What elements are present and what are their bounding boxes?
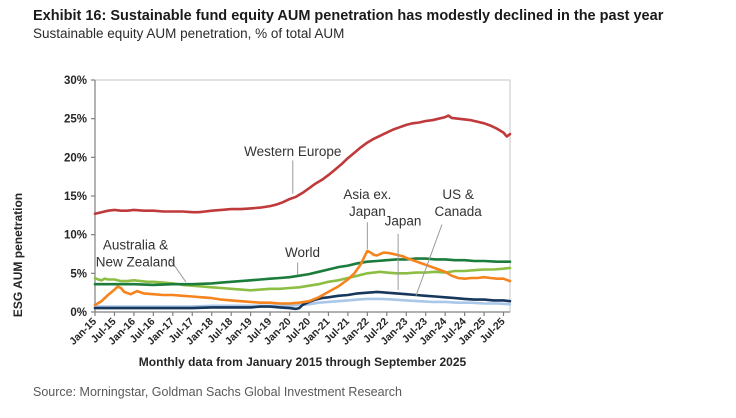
y-tick-label: 15% — [64, 191, 87, 203]
annotation-leader-us-canada — [415, 224, 443, 296]
annotation-label-world: World — [285, 245, 320, 260]
y-tick-label: 0% — [70, 307, 87, 319]
series-japan — [93, 290, 512, 311]
source-note: Source: Morningstar, Goldman Sachs Globa… — [33, 385, 402, 399]
series-australia-new-zealand — [93, 266, 512, 292]
series-asia-ex-japan — [93, 249, 512, 307]
exhibit-title: Exhibit 16: Sustainable fund equity AUM … — [33, 8, 664, 24]
series-world — [93, 257, 512, 287]
y-tick-label: 25% — [64, 114, 87, 126]
annotation-label-western-europe: Western Europe — [244, 144, 341, 159]
y-axis-title: ESG AUM penetration — [11, 192, 25, 318]
y-tick-label: 10% — [64, 230, 87, 242]
annotation-label-us-canada: US & Canada — [434, 187, 482, 219]
exhibit-subtitle: Sustainable equity AUM penetration, % of… — [33, 26, 345, 41]
chart-canvas: 0%5%10%15%20%25%30%Jan-15Jul-15Jan-16Jul… — [64, 75, 512, 348]
series-us-canada — [93, 297, 512, 308]
annotation-label-asia-ex-japan: Asia ex. Japan — [343, 187, 391, 219]
annotation-label-australia-new-zealand: Australia & New Zealand — [96, 237, 176, 269]
y-tick-label: 20% — [64, 152, 87, 164]
x-axis-title: Monthly data from January 2015 through S… — [138, 355, 467, 369]
y-tick-label: 5% — [70, 268, 87, 280]
y-tick-label: 30% — [64, 75, 87, 87]
series-western-europe — [93, 114, 512, 216]
annotation-label-japan: Japan — [385, 214, 422, 229]
line-chart: ESG AUM penetration 0% 5% 10% 15% 20% 25% 30% J… — [0, 60, 540, 378]
annotation-leader-australia-new-zealand — [169, 258, 187, 283]
